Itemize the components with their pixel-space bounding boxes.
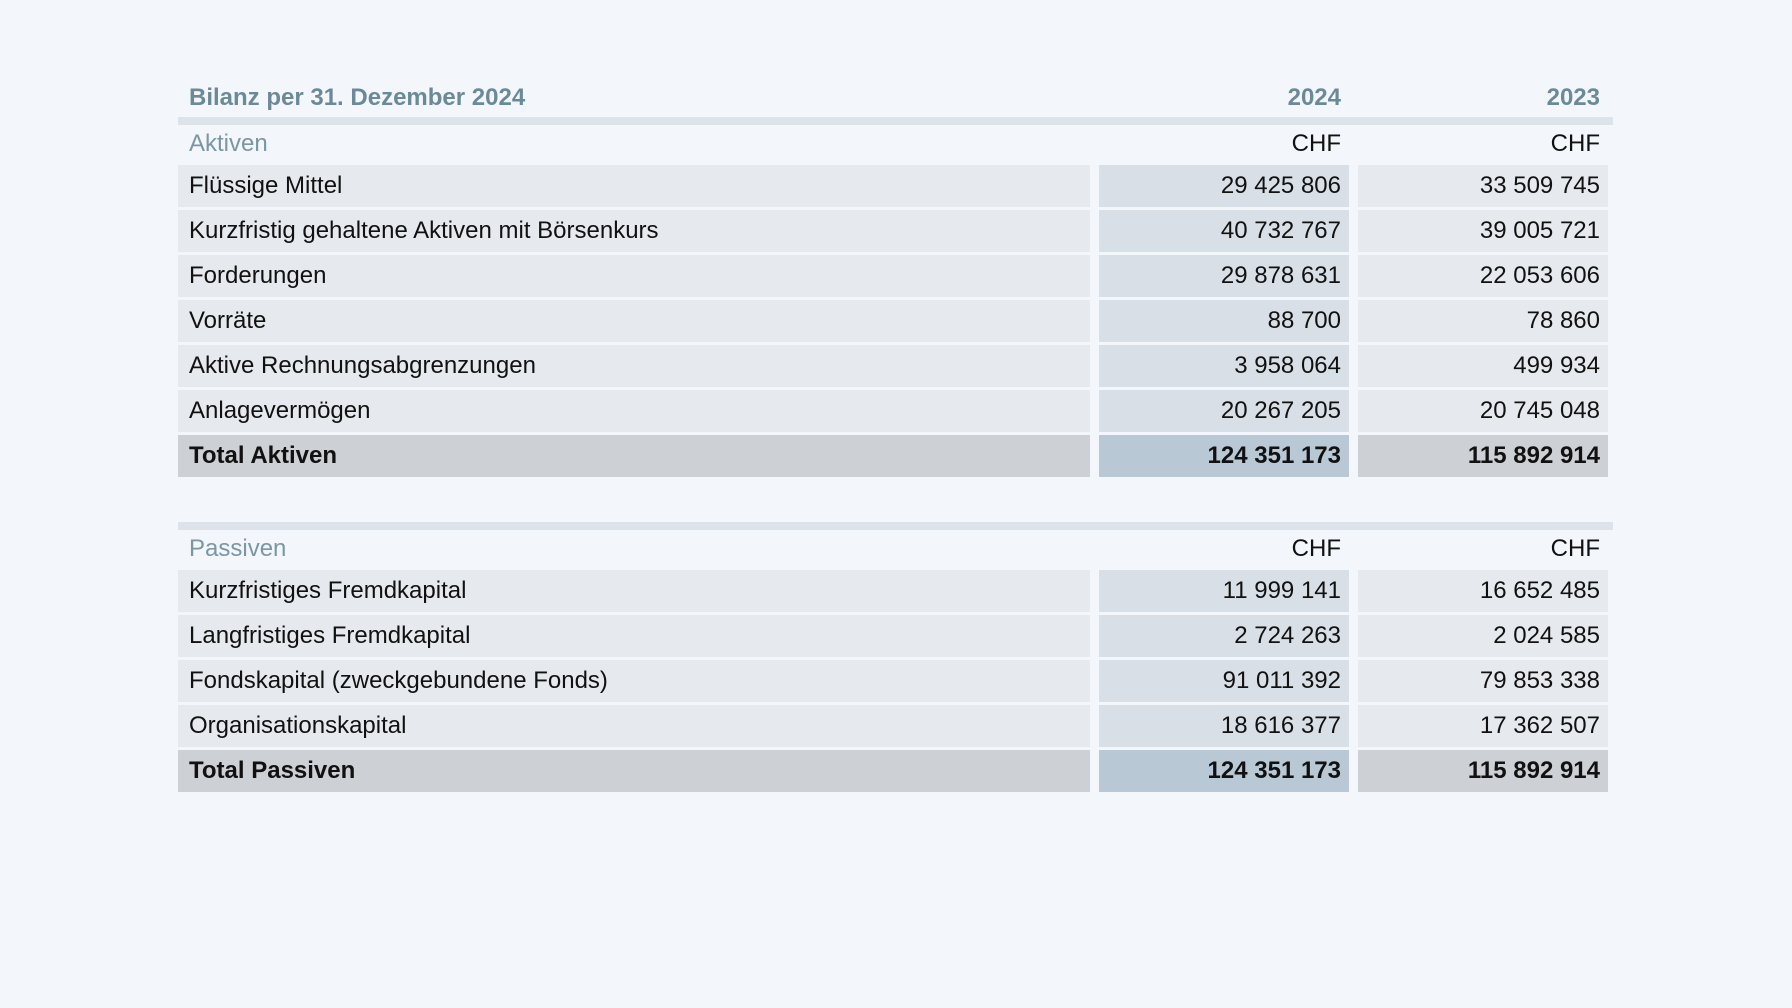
table-row: Fondskapital (zweckgebundene Fonds) 91 0… xyxy=(178,660,1618,702)
total-aktiven-row: Total Aktiven 124 351 173 115 892 914 xyxy=(178,435,1618,477)
row-label: Kurzfristig gehaltene Aktiven mit Börsen… xyxy=(178,210,1090,252)
section-rule xyxy=(178,522,1613,530)
total-value-2024: 124 351 173 xyxy=(1099,750,1349,792)
total-value-2023: 115 892 914 xyxy=(1358,750,1608,792)
passiven-label: Passiven xyxy=(189,534,287,562)
row-label: Langfristiges Fremdkapital xyxy=(178,615,1090,657)
row-label: Flüssige Mittel xyxy=(178,165,1090,207)
table-row: Langfristiges Fremdkapital 2 724 263 2 0… xyxy=(178,615,1618,657)
value-2024: 2 724 263 xyxy=(1099,615,1349,657)
value-2024: 29 425 806 xyxy=(1099,165,1349,207)
value-2024: 29 878 631 xyxy=(1099,255,1349,297)
value-2023: 17 362 507 xyxy=(1358,705,1608,747)
table-row: Kurzfristig gehaltene Aktiven mit Börsen… xyxy=(178,210,1618,252)
table-row: Anlagevermögen 20 267 205 20 745 048 xyxy=(178,390,1618,432)
value-2024: 11 999 141 xyxy=(1099,570,1349,612)
balance-sheet: Bilanz per 31. Dezember 2024 2024 2023 A… xyxy=(178,76,1618,792)
row-label: Aktive Rechnungsabgrenzungen xyxy=(178,345,1090,387)
row-label: Anlagevermögen xyxy=(178,390,1090,432)
value-2023: 2 024 585 xyxy=(1358,615,1608,657)
value-2024: 3 958 064 xyxy=(1099,345,1349,387)
header-rule xyxy=(178,117,1613,125)
value-2023: 78 860 xyxy=(1358,300,1608,342)
aktiven-subheader: Aktiven CHF CHF xyxy=(178,125,1618,162)
table-row: Flüssige Mittel 29 425 806 33 509 745 xyxy=(178,165,1618,207)
section-spacer xyxy=(178,477,1618,517)
table-row: Forderungen 29 878 631 22 053 606 xyxy=(178,255,1618,297)
row-label: Vorräte xyxy=(178,300,1090,342)
value-2023: 20 745 048 xyxy=(1358,390,1608,432)
value-2024: 91 011 392 xyxy=(1099,660,1349,702)
table-header: Bilanz per 31. Dezember 2024 2024 2023 xyxy=(178,76,1618,112)
table-row: Vorräte 88 700 78 860 xyxy=(178,300,1618,342)
total-label: Total Passiven xyxy=(178,750,1090,792)
year-2024-header: 2024 xyxy=(1287,84,1341,111)
row-label: Organisationskapital xyxy=(178,705,1090,747)
currency-2024: CHF xyxy=(1291,129,1341,157)
total-passiven-row: Total Passiven 124 351 173 115 892 914 xyxy=(178,750,1618,792)
value-2023: 79 853 338 xyxy=(1358,660,1608,702)
total-value-2023: 115 892 914 xyxy=(1358,435,1608,477)
value-2023: 33 509 745 xyxy=(1358,165,1608,207)
aktiven-label: Aktiven xyxy=(189,129,268,157)
value-2024: 20 267 205 xyxy=(1099,390,1349,432)
total-label: Total Aktiven xyxy=(178,435,1090,477)
row-label: Forderungen xyxy=(178,255,1090,297)
table-row: Organisationskapital 18 616 377 17 362 5… xyxy=(178,705,1618,747)
table-row: Kurzfristiges Fremdkapital 11 999 141 16… xyxy=(178,570,1618,612)
value-2023: 499 934 xyxy=(1358,345,1608,387)
value-2024: 18 616 377 xyxy=(1099,705,1349,747)
year-2023-header: 2023 xyxy=(1546,84,1600,111)
row-label: Kurzfristiges Fremdkapital xyxy=(178,570,1090,612)
currency-2023: CHF xyxy=(1550,534,1600,562)
value-2024: 40 732 767 xyxy=(1099,210,1349,252)
table-row: Aktive Rechnungsabgrenzungen 3 958 064 4… xyxy=(178,345,1618,387)
table-title: Bilanz per 31. Dezember 2024 xyxy=(189,84,526,111)
row-label: Fondskapital (zweckgebundene Fonds) xyxy=(178,660,1090,702)
value-2023: 16 652 485 xyxy=(1358,570,1608,612)
currency-2023: CHF xyxy=(1550,129,1600,157)
value-2023: 22 053 606 xyxy=(1358,255,1608,297)
currency-2024: CHF xyxy=(1291,534,1341,562)
value-2023: 39 005 721 xyxy=(1358,210,1608,252)
value-2024: 88 700 xyxy=(1099,300,1349,342)
total-value-2024: 124 351 173 xyxy=(1099,435,1349,477)
passiven-subheader: Passiven CHF CHF xyxy=(178,530,1618,567)
